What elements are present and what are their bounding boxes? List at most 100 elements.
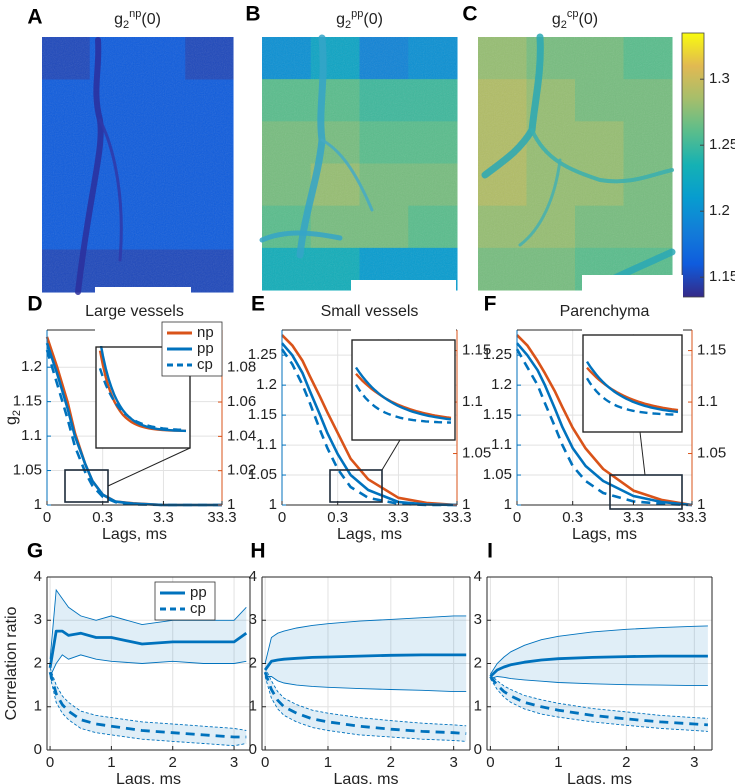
band-edge: [265, 676, 467, 693]
title-base: g: [552, 11, 561, 28]
y-tick-label: 1.2: [491, 376, 512, 393]
y2-tick-label: 1.05: [697, 444, 726, 461]
title-sub: 2: [123, 19, 129, 31]
y-tick-label: 1.1: [256, 436, 277, 453]
title-tail: (0): [141, 11, 161, 28]
x-tick-label: 0: [43, 509, 51, 526]
band: [490, 625, 708, 686]
line: [280, 348, 457, 507]
panel-label: C: [462, 3, 477, 26]
y2-tick-label: 1.1: [462, 393, 483, 410]
y-tick-label: 4: [249, 568, 257, 585]
inset-frame: [351, 339, 456, 441]
colorbar-tick-label: 1.3: [709, 70, 730, 87]
band-edge: [490, 678, 708, 732]
band-edge: [490, 676, 708, 687]
y-tick-label: 1.1: [491, 436, 512, 453]
y2-tick-label: 1.02: [227, 462, 256, 479]
legend-label: cp: [190, 600, 206, 617]
title-base: g: [114, 11, 123, 28]
y-tick-label: 1: [269, 496, 277, 513]
inset-frame: [582, 334, 683, 433]
vessel: [259, 230, 343, 243]
x-axis-label: Lags, ms: [572, 526, 637, 543]
y-tick-label: 4: [34, 568, 42, 585]
inset-curve: [354, 384, 452, 424]
colorbar: [681, 32, 705, 298]
x-tick-label: 3.3: [153, 509, 174, 526]
ylabel-sub: 2: [11, 410, 23, 416]
y-axis-label: Correlation ratio: [3, 606, 20, 720]
line: [516, 334, 693, 507]
panel-label: E: [251, 293, 265, 316]
title-tail: (0): [363, 11, 383, 28]
band: [490, 674, 708, 732]
x-tick-label: 1: [324, 754, 332, 771]
band-edge: [264, 667, 467, 727]
legend-label: pp: [197, 340, 214, 357]
band: [50, 667, 247, 746]
line: [489, 675, 708, 727]
image-grain: [42, 37, 233, 292]
x-axis-label: Lags, ms: [102, 526, 167, 543]
inset-frame-edge: [351, 339, 456, 441]
x-tick-label: 1: [554, 754, 562, 771]
y-tick-label: 1: [474, 698, 482, 715]
x-tick-label: 3.3: [623, 509, 644, 526]
y-tick-label: 3: [474, 611, 482, 628]
legend-box: [154, 581, 216, 621]
vessel: [75, 37, 104, 295]
chart-title: Small vessels: [321, 303, 419, 320]
y-tick-label: 1: [249, 698, 257, 715]
x-tick-label: 2: [169, 754, 177, 771]
vessel: [530, 128, 674, 184]
y-tick-label: 1.15: [13, 393, 42, 410]
y-tick-label: 1.15: [248, 406, 277, 423]
inset-curve: [585, 377, 678, 416]
chart-title: Large vessels: [85, 303, 184, 320]
x-tick-label: 2: [387, 754, 395, 771]
panel-label: B: [245, 3, 260, 26]
x-axis-label: Lags, ms: [116, 771, 181, 784]
line: [515, 348, 693, 507]
x-tick-label: 33.3: [677, 509, 706, 526]
image-grain: [478, 37, 672, 290]
x-tick-label: 0: [486, 754, 494, 771]
colorbar-tick-label: 1.15: [709, 268, 735, 285]
band: [265, 615, 467, 692]
inset-frame-edge: [95, 346, 191, 449]
x-tick-label: 3.3: [388, 509, 409, 526]
y-tick-label: 1.25: [483, 346, 512, 363]
title-sub: 2: [345, 19, 351, 31]
line: [281, 334, 458, 507]
y-tick-label: 1: [34, 496, 42, 513]
vessel: [98, 118, 123, 262]
y-tick-label: 1: [34, 698, 42, 715]
y2-tick-label: 1.1: [697, 393, 718, 410]
y-tick-label: 4: [474, 568, 482, 585]
panel-label: F: [484, 293, 497, 316]
inset-curve: [355, 372, 452, 420]
chart-title: Parenchyma: [560, 303, 650, 320]
y2-tick-label: 1.15: [462, 342, 491, 359]
legend-label: np: [197, 324, 214, 341]
line: [48, 671, 247, 739]
y2-tick-label: 1.15: [697, 342, 726, 359]
band-edge: [490, 673, 708, 719]
y-axis-label: g2: [3, 410, 23, 425]
x-tick-label: 0.3: [327, 509, 348, 526]
y-tick-label: 3: [249, 611, 257, 628]
inset-clip-top: [582, 275, 683, 334]
line: [489, 654, 708, 678]
title-base: g: [336, 11, 345, 28]
y-tick-label: 1.05: [13, 462, 42, 479]
vessel: [518, 158, 562, 247]
x-tick-label: 33.3: [207, 509, 236, 526]
title-tail: (0): [579, 11, 599, 28]
inset-curve: [355, 366, 452, 421]
y-tick-label: 1.05: [248, 466, 277, 483]
inset-curve: [585, 360, 679, 414]
y-tick-label: 1.05: [483, 466, 512, 483]
zoom-link: [639, 431, 646, 476]
